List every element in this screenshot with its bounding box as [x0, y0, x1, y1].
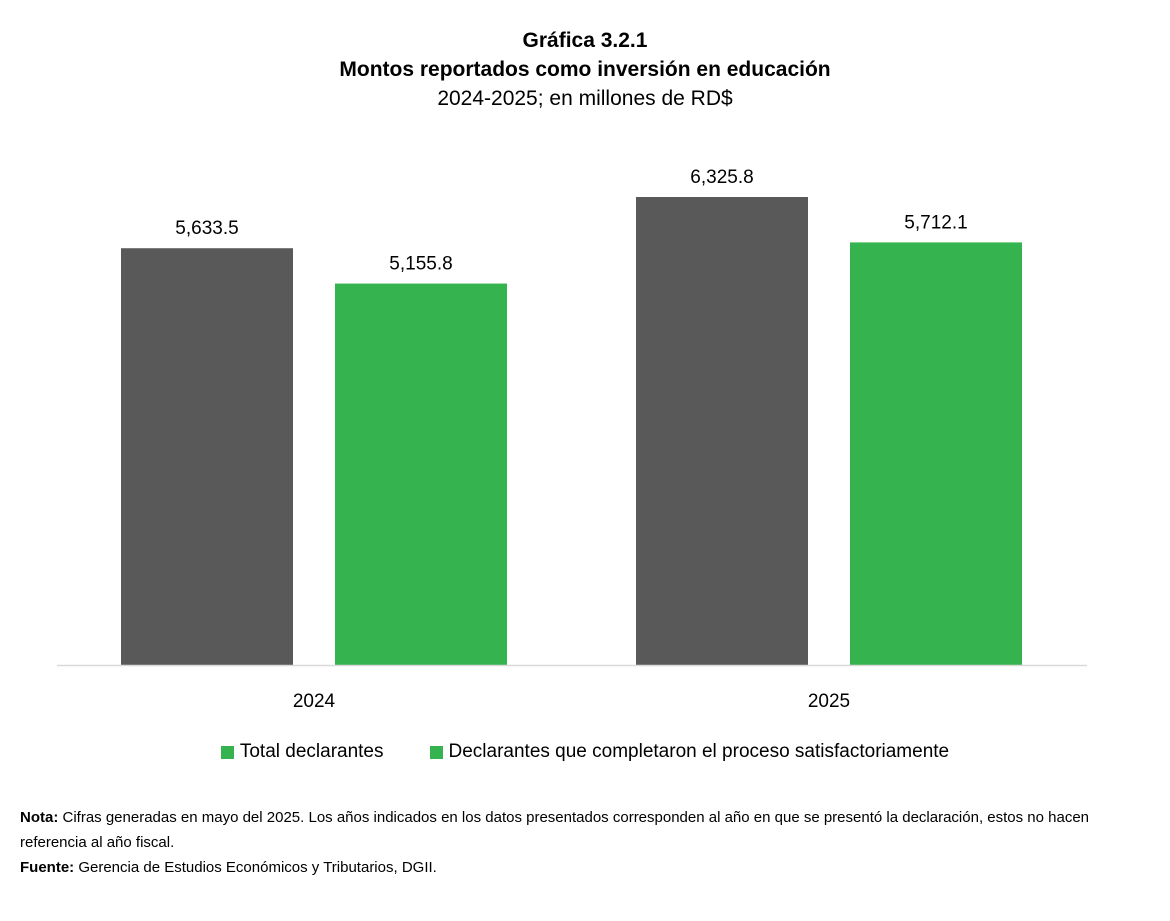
source-label: Fuente: [20, 859, 75, 876]
data-label-completed-2025: 5,712.1 [904, 212, 967, 233]
bar-total-2024 [121, 248, 293, 665]
chart-unit-line: 2024-2025; en millones de RD$ [437, 87, 733, 110]
chart-title: Gráfica 3.2.1 [522, 29, 648, 52]
note-paragraph: Nota: Cifras generadas en mayo del 2025.… [20, 805, 1150, 855]
legend-swatch-total [220, 745, 234, 759]
chart-title-block: Gráfica 3.2.1 Montos reportados como inv… [0, 26, 1170, 114]
legend-item-total: Total declarantes [220, 741, 384, 763]
bar-completed-2025 [850, 242, 1022, 666]
chart-subtitle: Montos reportados como inversión en educ… [339, 58, 831, 81]
legend-swatch-completed [429, 745, 443, 759]
legend-item-completed: Declarantes que completaron el proceso s… [429, 741, 950, 763]
source-text: Gerencia de Estudios Económicos y Tribut… [74, 859, 437, 876]
chart-legend: Total declarantes Declarantes que comple… [0, 741, 1170, 763]
x-tick-label-2024: 2024 [293, 691, 336, 712]
bar-completed-2024 [335, 283, 507, 665]
bar-total-2025 [636, 197, 808, 665]
data-label-total-2024: 5,633.5 [175, 218, 238, 239]
note-label: Nota: [20, 809, 59, 826]
legend-label-total: Total declarantes [239, 741, 384, 762]
data-label-completed-2024: 5,155.8 [389, 254, 452, 275]
source-paragraph: Fuente: Gerencia de Estudios Económicos … [20, 855, 1150, 880]
data-label-total-2025: 6,325.8 [690, 167, 753, 188]
note-text: Cifras generadas en mayo del 2025. Los a… [20, 809, 1090, 851]
chart-notes: Nota: Cifras generadas en mayo del 2025.… [20, 805, 1150, 880]
x-tick-label-2025: 2025 [808, 691, 850, 712]
legend-label-completed: Declarantes que completaron el proceso s… [448, 741, 950, 762]
